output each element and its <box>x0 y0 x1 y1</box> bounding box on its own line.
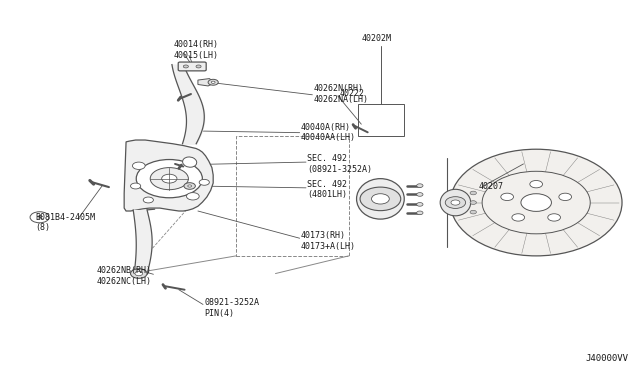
Text: 40040A(RH)
40040AA(LH): 40040A(RH) 40040AA(LH) <box>301 123 356 142</box>
Circle shape <box>184 183 195 189</box>
Text: SEC. 492
(08921-3252A): SEC. 492 (08921-3252A) <box>307 154 372 174</box>
Circle shape <box>188 185 191 187</box>
Circle shape <box>150 168 188 190</box>
Text: J40000VV: J40000VV <box>586 354 628 363</box>
Text: R: R <box>37 215 42 220</box>
Circle shape <box>445 197 466 208</box>
Text: 40262N(RH)
40262NA(LH): 40262N(RH) 40262NA(LH) <box>314 84 369 104</box>
Circle shape <box>417 193 423 196</box>
Text: 08921-3252A
PIN(4): 08921-3252A PIN(4) <box>204 298 259 318</box>
Text: 40014(RH)
40015(LH): 40014(RH) 40015(LH) <box>173 40 219 60</box>
Ellipse shape <box>182 157 196 167</box>
Circle shape <box>196 65 201 68</box>
Circle shape <box>211 81 215 83</box>
Circle shape <box>500 193 513 201</box>
Circle shape <box>530 180 543 188</box>
Text: 40202M: 40202M <box>362 34 391 44</box>
Circle shape <box>559 193 572 201</box>
Text: 40262NB(RH)
40262NC(LH): 40262NB(RH) 40262NC(LH) <box>96 266 151 286</box>
Bar <box>236 137 349 256</box>
Circle shape <box>417 202 423 206</box>
FancyBboxPatch shape <box>178 62 206 71</box>
Circle shape <box>417 184 423 187</box>
Circle shape <box>470 210 476 214</box>
Circle shape <box>470 191 476 195</box>
Text: 40173(RH)
40173+A(LH): 40173(RH) 40173+A(LH) <box>301 231 356 251</box>
Circle shape <box>136 160 202 198</box>
Circle shape <box>183 65 188 68</box>
Circle shape <box>143 197 154 203</box>
Circle shape <box>135 271 143 276</box>
Circle shape <box>162 174 177 183</box>
Circle shape <box>199 179 209 185</box>
Circle shape <box>208 79 218 85</box>
Polygon shape <box>198 78 212 86</box>
Text: 40207: 40207 <box>479 182 504 190</box>
Circle shape <box>186 193 199 200</box>
Circle shape <box>131 269 147 278</box>
Ellipse shape <box>356 179 404 219</box>
Circle shape <box>371 194 389 204</box>
Ellipse shape <box>482 171 590 234</box>
Circle shape <box>131 183 141 189</box>
Ellipse shape <box>451 149 622 256</box>
Text: 40222: 40222 <box>339 89 364 98</box>
Circle shape <box>132 162 145 170</box>
Circle shape <box>548 214 561 221</box>
Polygon shape <box>124 140 213 211</box>
Circle shape <box>512 214 525 221</box>
Circle shape <box>470 201 476 204</box>
Text: SEC. 492
(4801LH): SEC. 492 (4801LH) <box>307 180 348 199</box>
Circle shape <box>521 194 552 211</box>
Ellipse shape <box>440 189 470 216</box>
Bar <box>358 104 404 137</box>
Circle shape <box>417 211 423 215</box>
Ellipse shape <box>495 177 577 228</box>
Circle shape <box>360 187 401 211</box>
Circle shape <box>451 200 460 205</box>
Text: B081B4-2405M
(8): B081B4-2405M (8) <box>35 213 95 232</box>
